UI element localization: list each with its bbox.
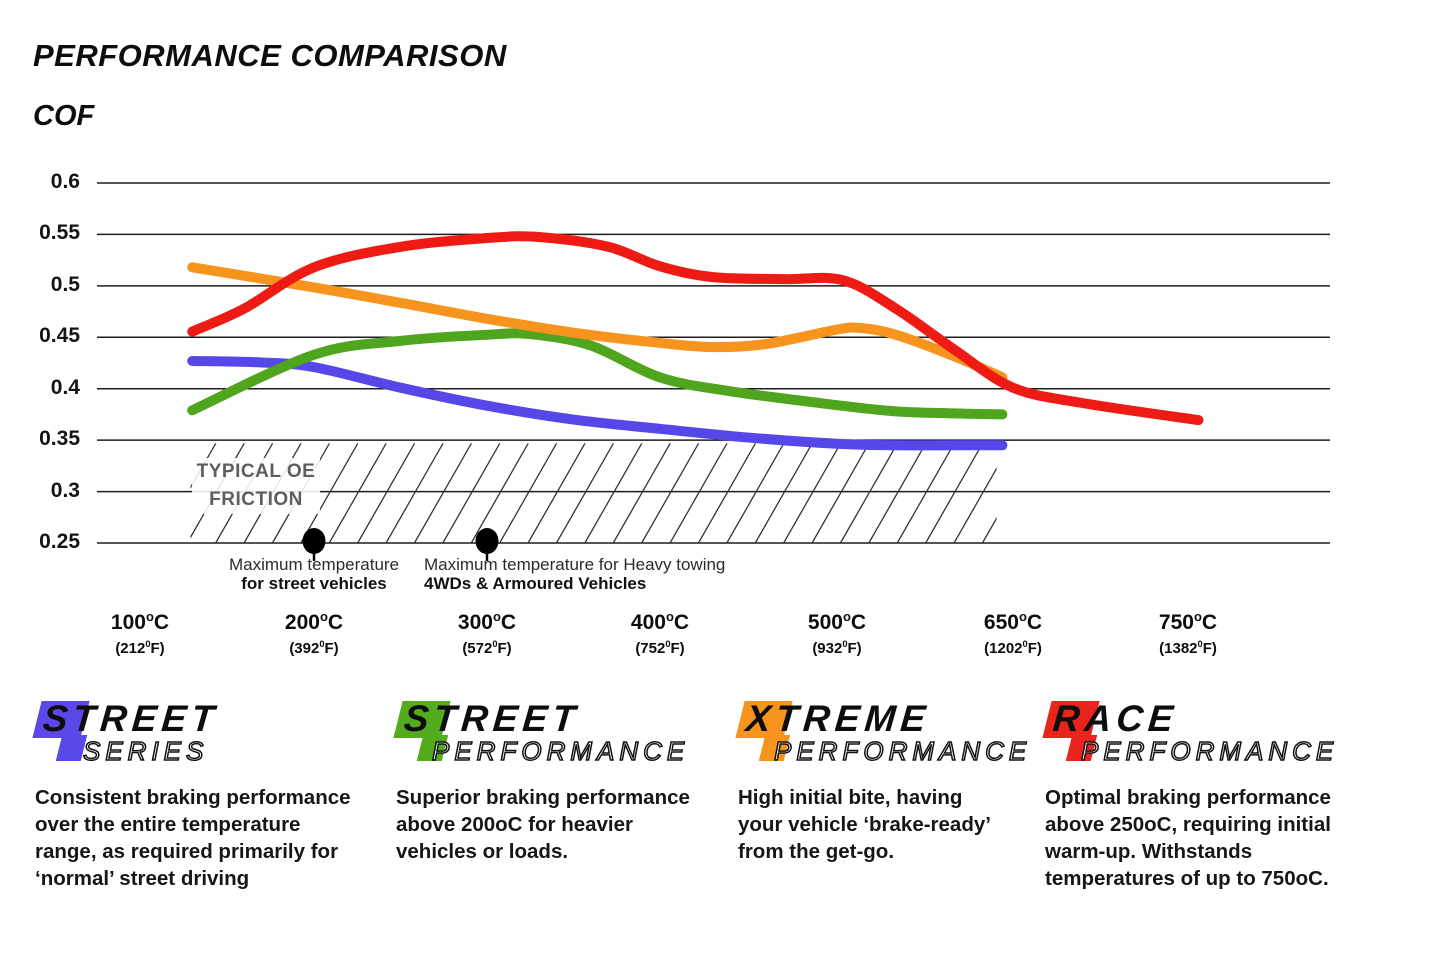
logo-word1: STREET	[41, 698, 221, 739]
y-tick-label: 0.35	[39, 427, 80, 451]
x-tick-label: 500oC (9320F)	[807, 609, 867, 657]
y-tick-label: 0.5	[50, 272, 80, 296]
series-street-performance	[187, 328, 1008, 420]
legend-description: High initial bite, having your vehicle ‘…	[738, 786, 990, 863]
logo-word1: RACE	[1051, 698, 1180, 739]
logo-word2-outline: SERIES	[82, 736, 208, 767]
logo-word2-outline: PERFORMANCE	[1080, 736, 1338, 767]
street-series-logo: STREET SERIES	[32, 698, 357, 770]
annotation-max-temp-street: Maximum temperature for street vehicles	[164, 555, 464, 593]
x-tick-label: 750oC (13820F)	[1158, 609, 1218, 657]
oe-label-line2: FRICTION	[209, 489, 303, 510]
oe-label-line1: TYPICAL OE	[196, 461, 316, 482]
legend-race-performance: RACE PERFORMANCE Optimal braking perform…	[1042, 698, 1363, 892]
legend-description: Optimal braking performance above 250oC,…	[1045, 786, 1331, 890]
annotation-line2: 4WDs & Armoured Vehicles	[424, 574, 647, 593]
y-tick-label: 0.6	[50, 170, 80, 193]
y-axis-title: COF	[33, 100, 95, 132]
max-temp-marker	[302, 528, 326, 561]
legend-description: Superior braking performance above 200oC…	[396, 786, 690, 863]
y-tick-label: 0.3	[50, 478, 80, 502]
y-tick-label: 0.25	[39, 530, 80, 553]
xtreme-performance-logo: XTREME PERFORMANCE	[735, 698, 1027, 770]
logo-word2: SERIES	[83, 736, 208, 766]
logo-word2-outline: PERFORMANCE	[773, 736, 1031, 767]
legend-xtreme-performance: XTREME PERFORMANCE High initial bite, ha…	[735, 698, 1027, 865]
annotation-line2: for street vehicles	[241, 574, 387, 593]
legend-street-performance: STREET PERFORMANCE Superior braking perf…	[393, 698, 712, 865]
series-race-performance	[187, 231, 1204, 426]
x-tick-label: 100oC (2120F)	[110, 609, 170, 657]
typical-oe-friction-label: TYPICAL OE FRICTION	[192, 458, 320, 514]
x-tick-label: 300oC (5720F)	[457, 609, 517, 657]
logo-word1: XTREME	[744, 698, 933, 739]
y-tick-label: 0.55	[39, 221, 80, 245]
annotation-line1: Maximum temperature for Heavy towing	[424, 555, 726, 574]
race-performance-logo: RACE PERFORMANCE	[1042, 698, 1363, 770]
x-tick-label: 400oC (7520F)	[630, 609, 690, 657]
annotation-max-temp-towing: Maximum temperature for Heavy towing 4WD…	[424, 555, 764, 593]
y-tick-label: 0.4	[50, 375, 80, 399]
x-tick-label: 200oC (3920F)	[284, 609, 344, 657]
page-title: PERFORMANCE COMPARISON	[33, 38, 507, 73]
y-tick-label: 0.45	[39, 324, 80, 348]
legend-street-series: STREET SERIES Consistent braking perform…	[32, 698, 357, 892]
logo-word1: STREET	[402, 698, 582, 739]
max-temp-marker	[475, 528, 499, 561]
series-street-series	[187, 355, 1008, 451]
x-tick-label: 650oC (12020F)	[983, 609, 1043, 657]
logo-word2: PERFORMANCE	[1081, 736, 1338, 766]
logo-word2-outline: PERFORMANCE	[431, 736, 689, 767]
annotation-line1: Maximum temperature	[228, 555, 400, 574]
logo-word2: PERFORMANCE	[432, 736, 689, 766]
street-performance-logo: STREET PERFORMANCE	[393, 698, 712, 770]
legend-description: Consistent braking performance over the …	[35, 786, 351, 890]
series-xtreme-performance	[187, 262, 1008, 383]
logo-word2: PERFORMANCE	[774, 736, 1031, 766]
